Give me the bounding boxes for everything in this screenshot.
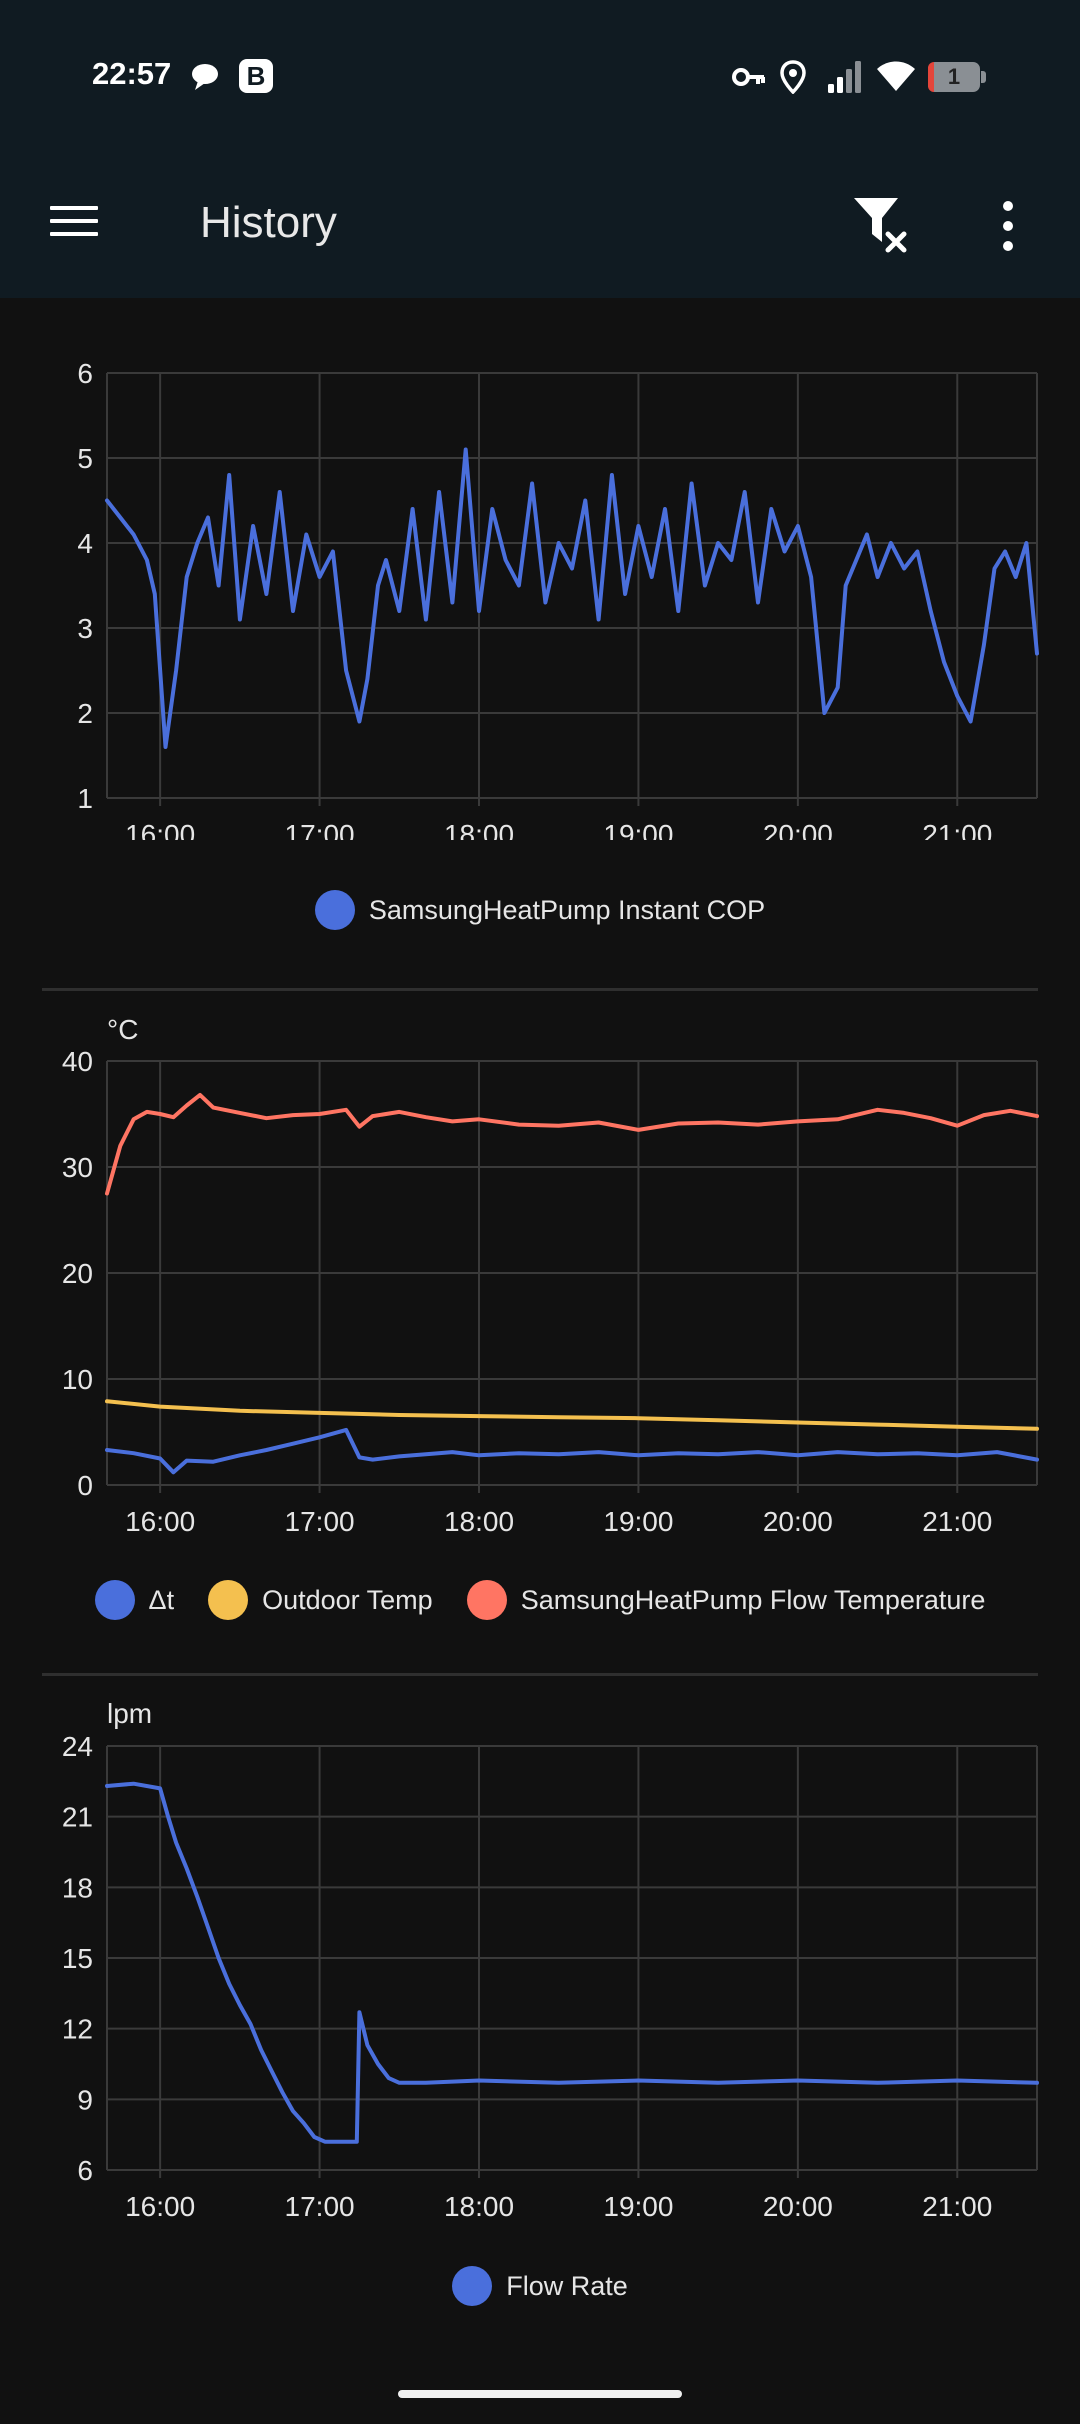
y-tick-label: 0 bbox=[77, 1470, 93, 1501]
y-tick-label: 6 bbox=[77, 2155, 93, 2186]
app-bar: History bbox=[0, 150, 1080, 298]
series-line bbox=[105, 1092, 1039, 1196]
legend-swatch bbox=[314, 890, 355, 930]
filter-clear-icon[interactable] bbox=[848, 194, 912, 258]
more-vert-icon[interactable] bbox=[980, 194, 1036, 258]
legend-item[interactable]: Δt bbox=[94, 1580, 175, 1620]
x-tick-label: 20:00 bbox=[763, 1506, 833, 1537]
legend-swatch bbox=[94, 1580, 135, 1620]
y-tick-label: 5 bbox=[77, 443, 93, 474]
series-line bbox=[105, 1427, 1039, 1475]
flow-rate-chart-legend: Flow Rate bbox=[0, 2266, 1080, 2306]
x-tick-label: 16:00 bbox=[125, 2191, 195, 2222]
legend-swatch bbox=[208, 1580, 249, 1620]
x-tick-label: 19:00 bbox=[603, 819, 673, 840]
y-tick-label: 2 bbox=[77, 698, 93, 729]
legend-swatch bbox=[452, 2266, 493, 2306]
status-time: 22:57 bbox=[92, 56, 172, 91]
x-tick-label: 16:00 bbox=[125, 1506, 195, 1537]
series-line bbox=[105, 1399, 1039, 1431]
temperature-chart-card: °C 0 10 20 30 40 16:00 17:00 18:00 19:00 20:00 21:… bbox=[0, 1000, 1080, 1680]
x-tick-label: 17:00 bbox=[285, 819, 355, 840]
page-title: History bbox=[200, 198, 337, 247]
flow-rate-chart: 6 9 12 15 18 21 24 16:00 17:00 18:00 19:00 20:00 21:… bbox=[62, 1731, 1039, 2222]
legend-item[interactable]: SamsungHeatPump Instant COP bbox=[314, 890, 766, 930]
x-tick-label: 21:00 bbox=[922, 819, 992, 840]
temperature-unit-label: °C bbox=[107, 1014, 139, 1045]
b-app-icon: B bbox=[239, 59, 273, 93]
cop-chart-legend: SamsungHeatPump Instant COP bbox=[0, 890, 1080, 930]
y-tick-label: 10 bbox=[62, 1364, 93, 1395]
x-tick-label: 19:00 bbox=[603, 2191, 673, 2222]
temperature-chart-legend: Δt Outdoor Temp SamsungHeatPump Flow Tempe… bbox=[0, 1580, 1080, 1620]
y-tick-label: 30 bbox=[62, 1152, 93, 1183]
wifi-icon bbox=[877, 61, 915, 91]
legend-label: SamsungHeatPump Instant COP bbox=[368, 894, 766, 925]
y-tick-label: 6 bbox=[77, 358, 93, 389]
legend-label: Δt bbox=[148, 1584, 175, 1615]
y-tick-label: 3 bbox=[77, 613, 93, 644]
svg-text:B: B bbox=[247, 61, 266, 91]
legend-label: Flow Rate bbox=[506, 2270, 628, 2301]
chart-divider bbox=[42, 1673, 1038, 1676]
x-tick-label: 18:00 bbox=[444, 819, 514, 840]
y-tick-label: 9 bbox=[77, 2084, 93, 2115]
x-tick-label: 17:00 bbox=[285, 1506, 355, 1537]
y-tick-label: 40 bbox=[62, 1046, 93, 1077]
x-tick-label: 17:00 bbox=[285, 2191, 355, 2222]
x-tick-label: 21:00 bbox=[922, 1506, 992, 1537]
legend-item[interactable]: SamsungHeatPump Flow Temperature bbox=[466, 1580, 986, 1620]
legend-swatch bbox=[466, 1580, 507, 1620]
location-icon bbox=[780, 60, 806, 94]
x-tick-label: 16:00 bbox=[125, 819, 195, 840]
y-tick-label: 21 bbox=[62, 1802, 93, 1833]
y-tick-label: 15 bbox=[62, 1943, 93, 1974]
x-tick-label: 18:00 bbox=[444, 1506, 514, 1537]
x-tick-label: 20:00 bbox=[763, 819, 833, 840]
hamburger-menu-icon[interactable] bbox=[46, 194, 102, 250]
x-tick-label: 20:00 bbox=[763, 2191, 833, 2222]
cop-chart: 1 2 3 4 5 6 16:00 17:00 18:00 19:00 20:00 21:00 bbox=[77, 358, 1039, 840]
x-tick-label: 21:00 bbox=[922, 2191, 992, 2222]
legend-item[interactable]: Outdoor Temp bbox=[208, 1580, 433, 1620]
series-line bbox=[105, 447, 1039, 749]
battery-level: 1 bbox=[947, 64, 961, 89]
vpn-key-icon bbox=[732, 68, 765, 86]
y-tick-label: 12 bbox=[62, 2014, 93, 2045]
x-tick-label: 18:00 bbox=[444, 2191, 514, 2222]
series-line bbox=[105, 1781, 1039, 2144]
battery-icon: 1 bbox=[928, 62, 986, 92]
y-tick-label: 18 bbox=[62, 1872, 93, 1903]
y-tick-label: 20 bbox=[62, 1258, 93, 1289]
legend-item[interactable]: Flow Rate bbox=[452, 2266, 628, 2306]
flow-rate-chart-card: lpm 6 9 12 15 18 21 24 16:00 17:00 18:00 19:00 20:0… bbox=[0, 1686, 1080, 2366]
y-tick-label: 4 bbox=[77, 528, 93, 559]
status-bar: 22:57 B 1 bbox=[0, 0, 1080, 150]
x-tick-label: 19:00 bbox=[603, 1506, 673, 1537]
home-indicator[interactable] bbox=[398, 2390, 682, 2398]
cop-chart-card: 1 2 3 4 5 6 16:00 17:00 18:00 19:00 20:00 21:00 Sam… bbox=[0, 300, 1080, 990]
chat-bubble-icon bbox=[192, 64, 218, 90]
signal-icon bbox=[828, 61, 861, 93]
y-tick-label: 24 bbox=[62, 1731, 93, 1762]
legend-label: Outdoor Temp bbox=[262, 1584, 433, 1615]
chart-divider bbox=[42, 988, 1038, 991]
flow-rate-unit-label: lpm bbox=[107, 1698, 153, 1729]
temperature-chart: 0 10 20 30 40 16:00 17:00 18:00 19:00 20:00 21:00 bbox=[62, 1046, 1039, 1537]
legend-label: SamsungHeatPump Flow Temperature bbox=[520, 1584, 986, 1615]
y-tick-label: 1 bbox=[77, 783, 93, 814]
